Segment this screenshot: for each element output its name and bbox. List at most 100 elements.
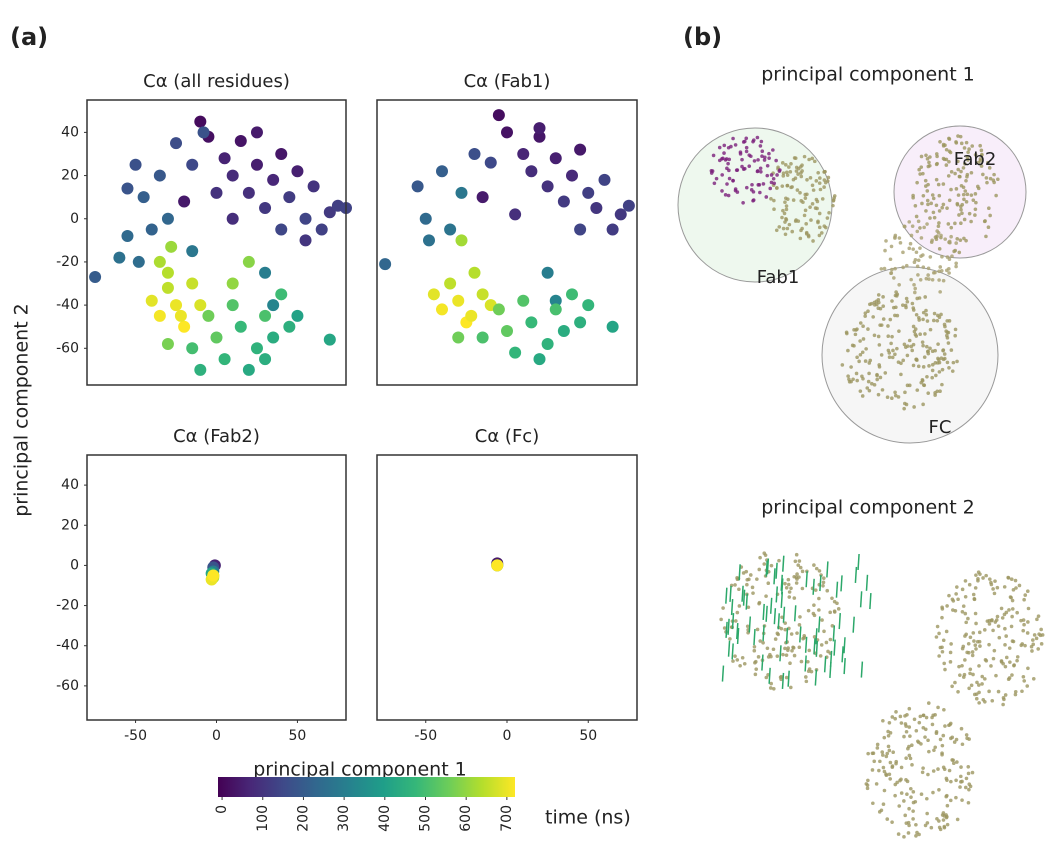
atom — [1014, 586, 1018, 590]
point — [250, 126, 263, 139]
atom — [1023, 593, 1028, 597]
point — [207, 569, 220, 582]
atom — [955, 760, 959, 764]
atom — [1039, 642, 1044, 646]
atom — [949, 234, 953, 239]
atom — [1017, 583, 1022, 588]
point — [153, 255, 166, 268]
atom — [926, 351, 931, 356]
atom — [919, 742, 923, 746]
atom — [860, 374, 864, 379]
point — [161, 281, 174, 294]
atom — [981, 172, 985, 177]
atom — [961, 166, 966, 170]
atom — [944, 163, 949, 167]
atom — [783, 621, 788, 625]
atom — [757, 600, 762, 605]
atom — [818, 187, 823, 192]
arrow — [843, 637, 846, 654]
atom — [945, 814, 949, 819]
atom — [945, 778, 949, 782]
arrow — [815, 640, 819, 657]
atom — [946, 174, 951, 178]
atom — [954, 737, 959, 742]
atom — [939, 312, 943, 317]
atom — [758, 190, 762, 195]
atom — [878, 323, 882, 327]
atom — [936, 342, 940, 346]
atom — [764, 675, 769, 680]
atom — [797, 623, 802, 627]
atom — [727, 176, 732, 181]
atom — [917, 296, 922, 300]
atom — [911, 306, 916, 310]
point — [210, 186, 223, 199]
atom — [1015, 610, 1019, 615]
point — [226, 277, 239, 290]
atom — [973, 611, 978, 616]
point — [210, 331, 223, 344]
atom — [766, 655, 771, 659]
atom — [1007, 608, 1011, 612]
atom — [904, 296, 909, 301]
atom — [927, 364, 931, 368]
atom — [905, 299, 910, 304]
atom — [918, 332, 922, 337]
atom — [922, 225, 926, 230]
atom — [909, 786, 913, 791]
atom — [778, 675, 783, 680]
arrow — [773, 568, 776, 585]
atom — [950, 254, 954, 258]
atom — [860, 350, 865, 355]
colorbar-tick-label: 100 — [255, 805, 271, 832]
atom — [925, 821, 930, 825]
atom — [826, 649, 830, 654]
atom — [858, 339, 862, 343]
atom — [948, 650, 953, 655]
atom — [999, 659, 1004, 663]
atom — [960, 587, 965, 592]
atom — [759, 139, 764, 144]
atom — [907, 338, 912, 343]
atom — [876, 334, 881, 339]
atom — [871, 801, 875, 806]
atom — [820, 197, 825, 201]
atom — [941, 638, 946, 643]
atom — [954, 778, 958, 783]
atom — [734, 168, 739, 173]
point — [299, 234, 312, 247]
atom — [960, 211, 964, 216]
atom — [876, 298, 881, 302]
atom — [878, 375, 883, 380]
atom — [870, 768, 875, 772]
point — [132, 255, 145, 268]
atom — [921, 402, 925, 407]
domain-circle — [821, 266, 999, 444]
atom — [895, 346, 899, 351]
atom — [888, 777, 893, 781]
atom — [788, 661, 792, 666]
atom — [890, 764, 895, 768]
atom — [1012, 663, 1016, 668]
arrow — [865, 574, 869, 591]
atom — [794, 581, 799, 585]
arrow — [793, 605, 797, 622]
atom — [735, 190, 740, 194]
atom — [927, 160, 931, 165]
atom — [914, 822, 918, 827]
atom — [783, 200, 787, 204]
atom — [957, 664, 961, 669]
point — [541, 337, 554, 350]
atom — [849, 365, 853, 369]
atom — [1002, 585, 1007, 589]
atom — [819, 231, 824, 235]
atom — [747, 164, 752, 168]
atom — [1039, 627, 1043, 632]
atom — [1026, 620, 1030, 624]
point — [267, 299, 280, 312]
atom — [907, 725, 912, 729]
arrow — [779, 645, 782, 662]
atom — [733, 187, 738, 191]
atom — [714, 176, 719, 181]
atom — [789, 685, 793, 690]
